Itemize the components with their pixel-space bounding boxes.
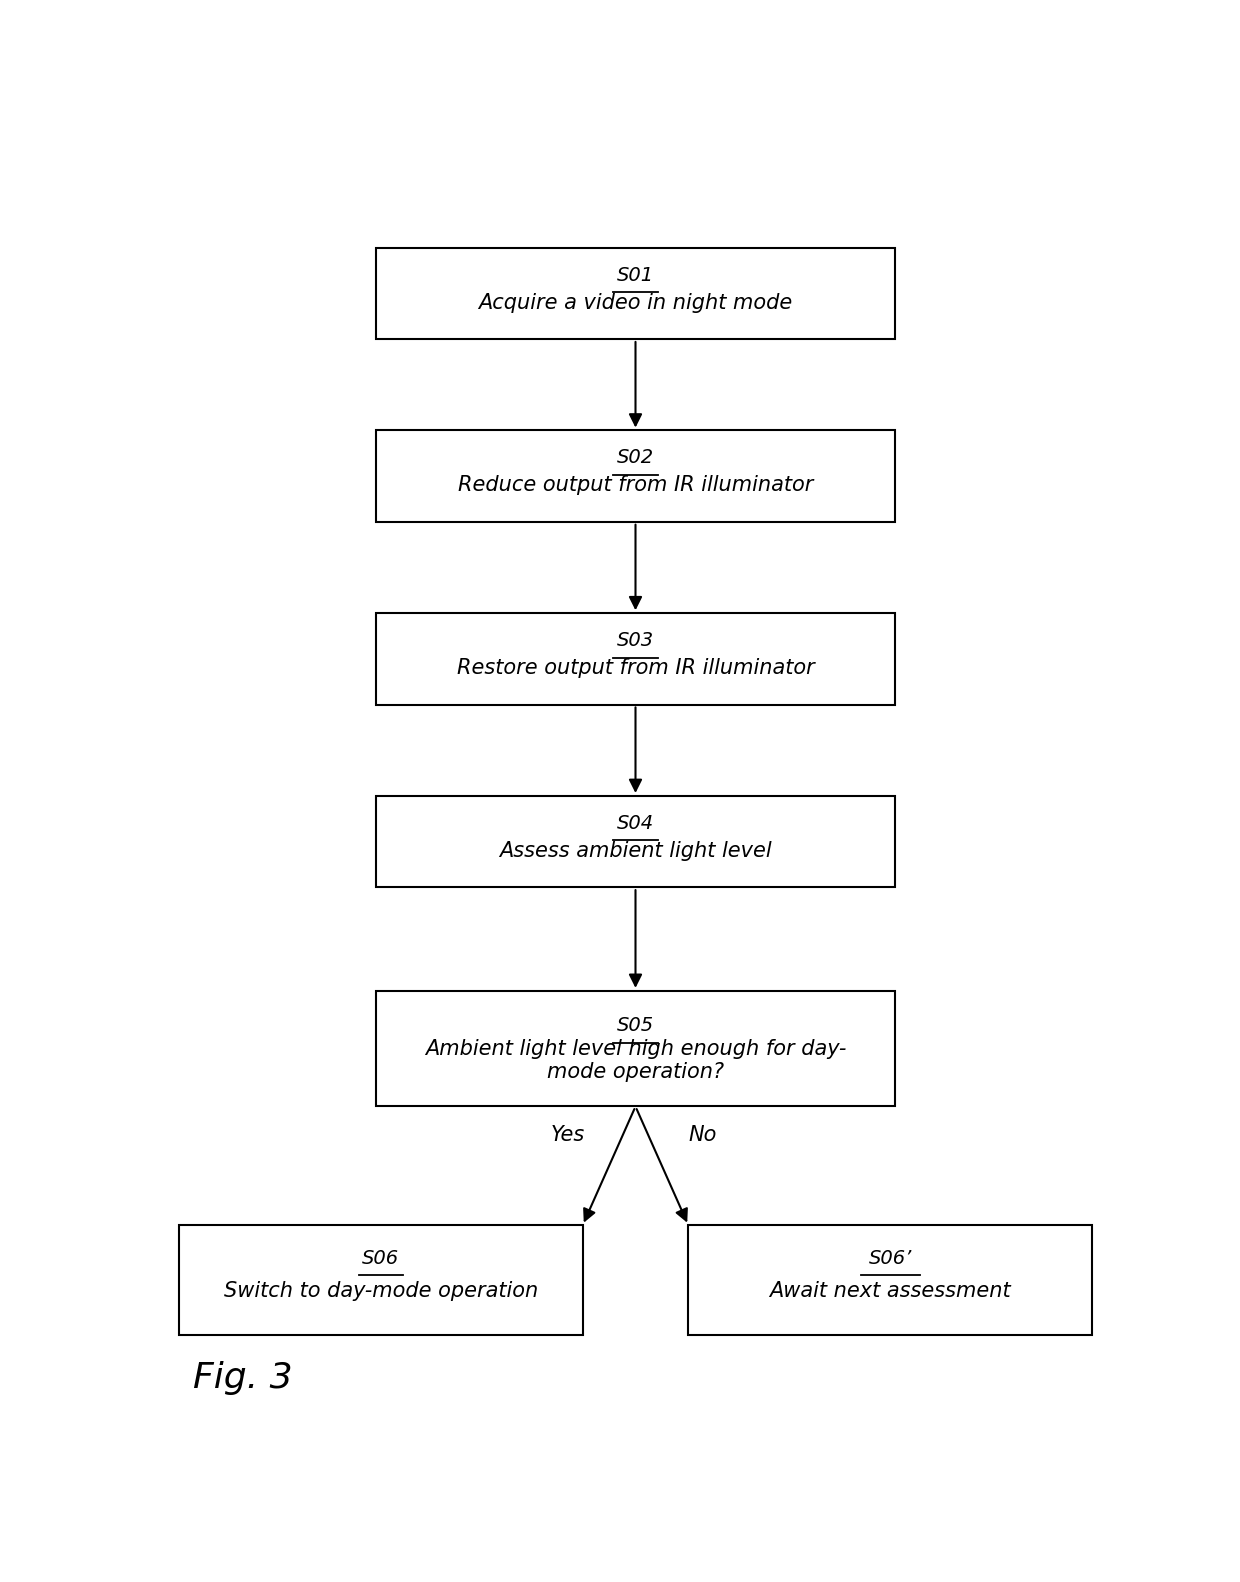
Text: Fig. 3: Fig. 3 bbox=[193, 1361, 293, 1394]
Text: S06’: S06’ bbox=[868, 1248, 911, 1267]
Text: No: No bbox=[688, 1125, 717, 1145]
FancyBboxPatch shape bbox=[376, 248, 895, 339]
Text: Reduce output from IR illuminator: Reduce output from IR illuminator bbox=[458, 475, 813, 495]
FancyBboxPatch shape bbox=[376, 430, 895, 522]
Text: S04: S04 bbox=[618, 813, 653, 832]
Text: S01: S01 bbox=[618, 266, 653, 285]
FancyBboxPatch shape bbox=[179, 1224, 583, 1335]
Text: S06: S06 bbox=[362, 1248, 399, 1267]
Text: S02: S02 bbox=[618, 448, 653, 467]
FancyBboxPatch shape bbox=[376, 990, 895, 1106]
Text: Assess ambient light level: Assess ambient light level bbox=[500, 840, 771, 861]
FancyBboxPatch shape bbox=[376, 796, 895, 888]
Text: S05: S05 bbox=[618, 1016, 653, 1035]
Text: Acquire a video in night mode: Acquire a video in night mode bbox=[479, 293, 792, 313]
Text: Yes: Yes bbox=[551, 1125, 585, 1145]
Text: Await next assessment: Await next assessment bbox=[769, 1281, 1011, 1300]
Text: Switch to day-mode operation: Switch to day-mode operation bbox=[223, 1281, 538, 1300]
FancyBboxPatch shape bbox=[688, 1224, 1092, 1335]
Text: Restore output from IR illuminator: Restore output from IR illuminator bbox=[456, 658, 815, 679]
Text: Ambient light level high enough for day-
mode operation?: Ambient light level high enough for day-… bbox=[425, 1039, 846, 1082]
FancyBboxPatch shape bbox=[376, 614, 895, 704]
Text: S03: S03 bbox=[618, 631, 653, 650]
